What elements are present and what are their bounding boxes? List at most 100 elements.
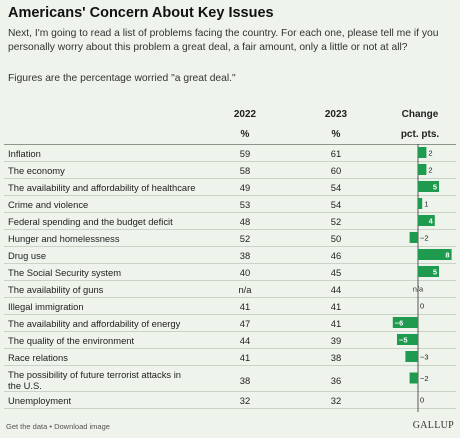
- row-divider: [4, 391, 456, 392]
- change-label: 2: [428, 166, 432, 175]
- change-bar: [409, 232, 418, 243]
- row-label: Inflation: [8, 148, 41, 159]
- value-2022: 40: [239, 267, 251, 278]
- row-divider: [4, 161, 456, 162]
- value-2022: 41: [239, 352, 251, 363]
- footer-links[interactable]: Get the data • Download image: [6, 422, 110, 431]
- value-2023: 39: [330, 335, 342, 346]
- row-label: The quality of the environment: [8, 335, 135, 346]
- value-2023: 41: [330, 301, 342, 312]
- row-label: The availability and affordability of en…: [8, 318, 181, 329]
- table-row: The availability and affordability of he…: [0, 179, 460, 196]
- value-2023: 38: [330, 352, 342, 363]
- change-label: −5: [399, 336, 408, 345]
- table-row: The possibility of future terrorist atta…: [0, 366, 460, 392]
- value-2023: 45: [330, 267, 342, 278]
- value-2023: 50: [330, 233, 342, 244]
- value-2023: 52: [330, 216, 342, 227]
- table-row: Unemployment 32 32: [0, 392, 460, 409]
- table-row: Race relations 41 38: [0, 349, 460, 366]
- change-label: 4: [429, 217, 434, 226]
- value-2023: 54: [330, 199, 342, 210]
- row-divider: [4, 280, 456, 281]
- value-2023: 32: [330, 395, 342, 406]
- row-divider: [4, 263, 456, 264]
- change-bar: [418, 164, 427, 175]
- row-divider: [4, 229, 456, 230]
- change-label: 0: [420, 396, 424, 405]
- row-divider: [4, 195, 456, 196]
- value-2022: 32: [239, 395, 251, 406]
- value-2022: 47: [239, 318, 251, 329]
- change-label: 1: [424, 200, 428, 209]
- row-label: Illegal immigration: [8, 301, 84, 312]
- value-2022: 41: [239, 301, 251, 312]
- row-divider: [4, 365, 456, 366]
- value-2022: n/a: [238, 284, 252, 295]
- row-label: Crime and violence: [8, 199, 89, 210]
- row-label: Race relations: [8, 352, 68, 363]
- row-divider: [4, 348, 456, 349]
- change-label: n/a: [413, 285, 424, 294]
- value-2023: 44: [330, 284, 342, 295]
- row-divider: [4, 331, 456, 332]
- header-2023: 2023: [324, 109, 348, 120]
- row-divider: [4, 246, 456, 247]
- row-label: Drug use: [8, 250, 47, 261]
- value-2022: 52: [239, 233, 251, 244]
- table-row: Illegal immigration 41 41: [0, 298, 460, 315]
- header-change: Change: [401, 109, 439, 120]
- row-divider: [4, 408, 456, 409]
- change-label: −2: [420, 374, 429, 383]
- chart-note: Figures are the percentage worried "a gr…: [8, 73, 236, 84]
- table-row: The availability and affordability of en…: [0, 315, 460, 332]
- value-2023: 36: [330, 375, 342, 386]
- change-bar: [418, 215, 435, 226]
- row-label: The economy: [8, 165, 65, 176]
- table-row: Drug use 38 46: [0, 247, 460, 264]
- table-row: The availability of guns n/a 44: [0, 281, 460, 298]
- change-bar: [409, 372, 418, 384]
- change-bar: [418, 266, 439, 277]
- header-2023-unit: %: [331, 129, 341, 140]
- table-row: Hunger and homelessness 52 50: [0, 230, 460, 247]
- header-divider: [4, 144, 456, 145]
- gallup-logo: GALLUP: [412, 420, 454, 431]
- value-2022: 38: [239, 250, 251, 261]
- change-label: 2: [428, 149, 432, 158]
- row-label: The possibility of future terrorist atta…: [8, 369, 181, 391]
- row-divider: [4, 212, 456, 213]
- row-label: Hunger and homelessness: [8, 233, 120, 244]
- table-row: Federal spending and the budget deficit 4…: [0, 213, 460, 230]
- header-2022: 2022: [233, 109, 257, 120]
- change-label: 5: [433, 183, 437, 192]
- row-label: Unemployment: [8, 395, 72, 406]
- change-bar: [392, 317, 418, 328]
- table-row: Inflation 59 61: [0, 145, 460, 162]
- value-2022: 38: [239, 375, 251, 386]
- value-2023: 61: [330, 148, 342, 159]
- value-2022: 49: [239, 182, 251, 193]
- value-2022: 59: [239, 148, 251, 159]
- value-2022: 58: [239, 165, 251, 176]
- chart-subtitle: Next, I'm going to read a list of proble…: [8, 28, 439, 53]
- change-bar: [418, 147, 427, 158]
- change-label: 5: [433, 268, 437, 277]
- value-2023: 46: [330, 250, 342, 261]
- change-bar: [418, 198, 423, 209]
- change-label: −3: [420, 353, 429, 362]
- chart-title: Americans' Concern About Key Issues: [8, 5, 274, 21]
- change-bar: [397, 334, 418, 345]
- value-2023: 54: [330, 182, 342, 193]
- row-label: Federal spending and the budget deficit: [8, 216, 173, 227]
- change-label: 8: [445, 251, 449, 260]
- table-row: Crime and violence 53 54: [0, 196, 460, 213]
- row-divider: [4, 297, 456, 298]
- value-2022: 44: [239, 335, 251, 346]
- value-2022: 53: [239, 199, 251, 210]
- value-2023: 41: [330, 318, 342, 329]
- row-divider: [4, 178, 456, 179]
- change-label: −2: [420, 234, 429, 243]
- table-row: The quality of the environment 44 39: [0, 332, 460, 349]
